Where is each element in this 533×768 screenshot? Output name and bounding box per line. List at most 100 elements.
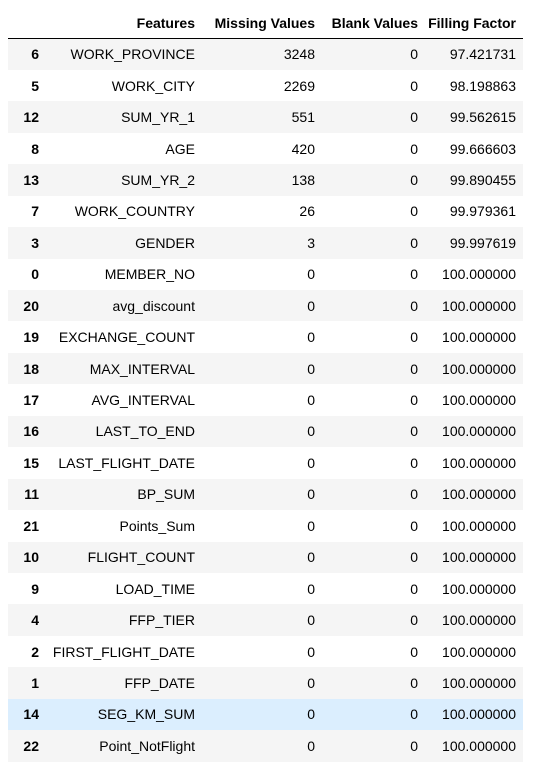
missing-values-cell: 0 [307, 297, 315, 314]
feature-cell: Points_Sum [119, 517, 195, 534]
table-row: 9 LOAD_TIME 0 0 100.000000 [8, 572, 523, 605]
row-index: 2 [31, 643, 39, 660]
feature-cell: FFP_DATE [124, 674, 195, 691]
missing-values-cell: 0 [307, 329, 315, 346]
missing-values-cell: 0 [307, 580, 315, 597]
filling-factor-cell: 100.000000 [442, 706, 516, 723]
blank-values-cell: 0 [410, 171, 418, 188]
missing-values-cell: 138 [291, 171, 315, 188]
feature-cell: EXCHANGE_COUNT [58, 329, 195, 346]
row-index: 16 [23, 423, 39, 440]
missing-values-cell: 2269 [283, 77, 315, 94]
filling-factor-cell: 100.000000 [442, 580, 516, 597]
table-row: 11 BP_SUM 0 0 100.000000 [8, 478, 523, 511]
blank-values-cell: 0 [410, 360, 418, 377]
missing-values-cell: 0 [307, 674, 315, 691]
filling-factor-cell: 100.000000 [442, 737, 516, 754]
missing-values-cell: 0 [307, 517, 315, 534]
missing-values-cell: 26 [299, 203, 315, 220]
filling-factor-cell: 99.997619 [449, 234, 516, 251]
filling-factor-cell: 99.979361 [449, 203, 516, 220]
table-body: 6 WORK_PROVINCE 3248 0 97.421731 5 WORK_CITY 22… [8, 38, 523, 762]
blank-values-cell: 0 [410, 329, 418, 346]
row-index: 10 [23, 549, 39, 566]
feature-cell: FIRST_FLIGHT_DATE [52, 643, 195, 660]
blank-values-cell: 0 [410, 674, 418, 691]
feature-cell: LAST_FLIGHT_DATE [58, 454, 195, 471]
filling-factor-cell: 99.890455 [449, 171, 516, 188]
row-index: 5 [31, 77, 39, 94]
filling-factor-header: Filling Factor [425, 8, 523, 39]
table-row: 17 AVG_INTERVAL 0 0 100.000000 [8, 384, 523, 416]
row-index: 4 [31, 612, 39, 629]
filling-factor-cell: 100.000000 [442, 392, 516, 409]
row-index: 1 [31, 674, 39, 691]
blank-values-cell: 0 [410, 109, 418, 126]
feature-cell: AVG_INTERVAL [91, 392, 195, 409]
table-row: 13 SUM_YR_2 138 0 99.890455 [8, 164, 523, 196]
blank-values-cell: 0 [410, 297, 418, 314]
blank-values-cell: 0 [410, 392, 418, 409]
missing-values-cell: 0 [307, 486, 315, 503]
table-row: 2 FIRST_FLIGHT_DATE 0 0 100.000000 [8, 635, 523, 668]
feature-cell: MAX_INTERVAL [89, 360, 195, 377]
blank-values-cell: 0 [410, 643, 418, 660]
missing-values-cell: 0 [307, 266, 315, 283]
feature-cell: LOAD_TIME [115, 580, 195, 597]
missing-values-cell: 0 [307, 454, 315, 471]
dataframe-table: Features Missing Values Blank Values Fil… [8, 8, 523, 762]
filling-factor-cell: 100.000000 [442, 517, 516, 534]
table-row: 6 WORK_PROVINCE 3248 0 97.421731 [8, 38, 523, 70]
row-index: 0 [31, 266, 39, 283]
row-index: 12 [23, 109, 39, 126]
blank-values-cell: 0 [410, 486, 418, 503]
missing-values-cell: 3248 [283, 46, 315, 63]
feature-cell: WORK_PROVINCE [70, 46, 195, 63]
feature-cell: WORK_COUNTRY [74, 203, 195, 220]
blank-values-cell: 0 [410, 77, 418, 94]
feature-cell: SUM_YR_2 [121, 171, 195, 188]
row-index: 21 [23, 517, 39, 534]
blank-values-cell: 0 [410, 46, 418, 63]
feature-cell: LAST_TO_END [95, 423, 195, 440]
filling-factor-cell: 100.000000 [442, 266, 516, 283]
table-row: 0 MEMBER_NO 0 0 100.000000 [8, 258, 523, 290]
blank-values-cell: 0 [410, 517, 418, 534]
feature-cell: SEG_KM_SUM [97, 706, 195, 723]
table-row: 20 avg_discount 0 0 100.000000 [8, 290, 523, 322]
filling-factor-cell: 99.666603 [449, 140, 516, 157]
filling-factor-cell: 100.000000 [442, 643, 516, 660]
missing-values-cell: 0 [307, 612, 315, 629]
table-row: 18 MAX_INTERVAL 0 0 100.000000 [8, 352, 523, 385]
feature-cell: AGE [165, 140, 195, 157]
row-index: 22 [23, 737, 39, 754]
row-index: 15 [23, 454, 39, 471]
filling-factor-cell: 97.421731 [449, 46, 516, 63]
blank-values-cell: 0 [410, 549, 418, 566]
feature-cell: BP_SUM [137, 486, 195, 503]
row-index: 20 [23, 297, 39, 314]
feature-cell: FFP_TIER [128, 612, 195, 629]
blank-values-cell: 0 [410, 580, 418, 597]
blank-values-header: Blank Values [322, 8, 425, 39]
blank-values-cell: 0 [410, 234, 418, 251]
row-index: 9 [31, 580, 39, 597]
missing-values-cell: 3 [307, 234, 315, 251]
table-row: 5 WORK_CITY 2269 0 98.198863 [8, 69, 523, 102]
feature-cell: WORK_CITY [111, 77, 195, 94]
blank-values-cell: 0 [410, 140, 418, 157]
filling-factor-cell: 100.000000 [442, 486, 516, 503]
filling-factor-cell: 100.000000 [442, 423, 516, 440]
table-row: 19 EXCHANGE_COUNT 0 0 100.000000 [8, 321, 523, 353]
missing-values-cell: 551 [291, 109, 315, 126]
table-row: 3 GENDER 3 0 99.997619 [8, 227, 523, 259]
row-index: 6 [31, 46, 39, 63]
row-index: 3 [31, 234, 39, 251]
blank-values-cell: 0 [410, 266, 418, 283]
missing-values-cell: 0 [307, 392, 315, 409]
table-row: 22 Point_NotFlight 0 0 100.000000 [8, 730, 523, 762]
filling-factor-cell: 100.000000 [442, 549, 516, 566]
feature-cell: avg_discount [112, 297, 195, 314]
row-index: 7 [31, 203, 39, 220]
